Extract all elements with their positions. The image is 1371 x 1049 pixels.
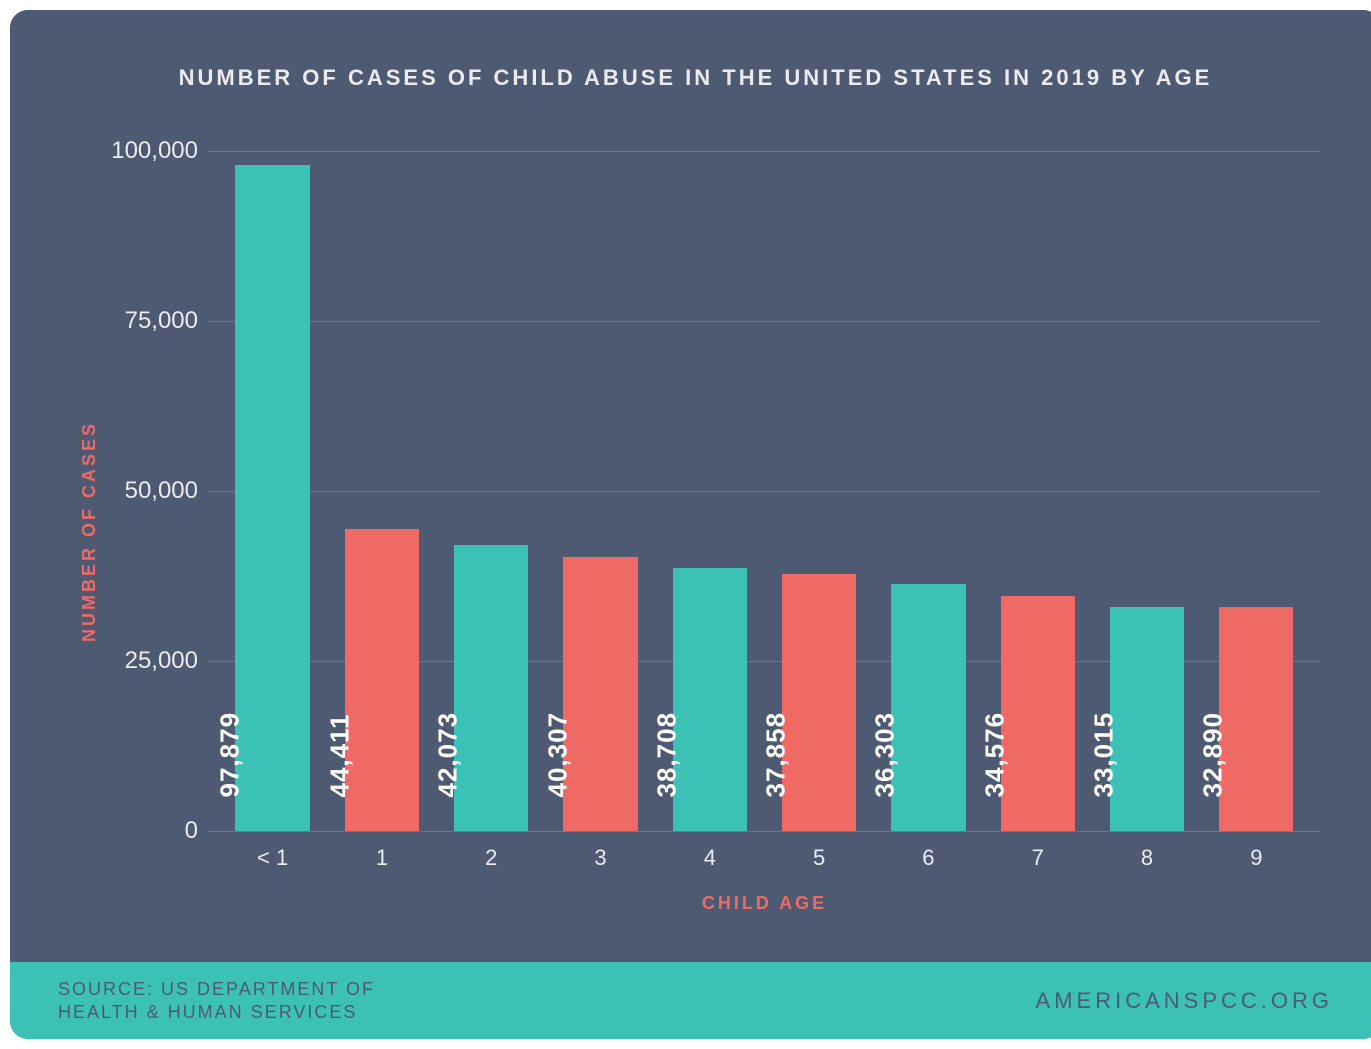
bar: 38,708	[673, 568, 747, 831]
bar-slot: 44,411	[327, 529, 436, 831]
y-axis-label: NUMBER OF CASES	[79, 420, 100, 641]
x-tick-label: 8	[1092, 831, 1201, 871]
bar-value-label: 42,073	[433, 712, 464, 798]
bar-slot: 38,708	[655, 568, 764, 831]
bar-value-label: 34,576	[979, 712, 1010, 798]
bars-container: 97,879 44,411 42,073 40,307 38,708 37,858 36,3…	[208, 151, 1321, 831]
x-tick-label: < 1	[218, 831, 327, 871]
bar-slot: 42,073	[437, 545, 546, 831]
chart-title: NUMBER OF CASES OF CHILD ABUSE IN THE UN…	[70, 65, 1321, 91]
source-line1: SOURCE: US DEPARTMENT OF	[58, 979, 375, 999]
bar: 36,303	[891, 584, 965, 831]
bar-slot: 36,303	[874, 584, 983, 831]
bar-value-label: 44,411	[324, 713, 355, 797]
bar-slot: 40,307	[546, 557, 655, 831]
source-text: SOURCE: US DEPARTMENT OF HEALTH & HUMAN …	[58, 978, 375, 1023]
bar-value-label: 40,307	[542, 712, 573, 798]
x-tick-label: 3	[546, 831, 655, 871]
bar: 40,307	[563, 557, 637, 831]
x-tick-label: 7	[983, 831, 1092, 871]
plot-wrap: NUMBER OF CASES 025,00050,00075,000100,0…	[70, 151, 1321, 911]
bar: 44,411	[345, 529, 419, 831]
x-ticks: < 1123456789	[208, 831, 1321, 871]
x-tick-label: 6	[874, 831, 983, 871]
y-tick-label: 75,000	[125, 307, 198, 335]
bar: 34,576	[1001, 596, 1075, 831]
bar: 42,073	[454, 545, 528, 831]
bar-slot: 34,576	[983, 596, 1092, 831]
x-tick-label: 9	[1202, 831, 1311, 871]
bar-slot: 37,858	[764, 574, 873, 831]
bar: 37,858	[782, 574, 856, 831]
bar-value-label: 33,015	[1089, 712, 1120, 798]
x-tick-label: 4	[655, 831, 764, 871]
source-line2: HEALTH & HUMAN SERVICES	[58, 1002, 357, 1022]
x-tick-label: 2	[437, 831, 546, 871]
bar: 33,015	[1110, 607, 1184, 832]
bar-value-label: 36,303	[870, 712, 901, 798]
x-tick-label: 1	[327, 831, 436, 871]
bar-slot: 32,890	[1202, 607, 1311, 831]
x-tick-label: 5	[764, 831, 873, 871]
footer-bar: SOURCE: US DEPARTMENT OF HEALTH & HUMAN …	[10, 962, 1371, 1039]
chart-main-area: NUMBER OF CASES OF CHILD ABUSE IN THE UN…	[10, 10, 1371, 962]
x-axis-label: CHILD AGE	[208, 893, 1321, 914]
bar-value-label: 37,858	[761, 712, 792, 798]
bar-value-label: 38,708	[652, 712, 683, 798]
bar-slot: 33,015	[1092, 607, 1201, 832]
plot-area: 97,879 44,411 42,073 40,307 38,708 37,858 36,3…	[208, 151, 1321, 931]
y-tick-label: 100,000	[111, 137, 198, 165]
y-tick-label: 0	[185, 817, 198, 845]
bar: 32,890	[1219, 607, 1293, 831]
bar: 97,879	[235, 165, 309, 831]
chart-card: NUMBER OF CASES OF CHILD ABUSE IN THE UN…	[10, 10, 1371, 1039]
bar-slot: 97,879	[218, 165, 327, 831]
bar-value-label: 97,879	[214, 712, 245, 798]
bar-value-label: 32,890	[1198, 712, 1229, 798]
ylabel-wrap: NUMBER OF CASES	[70, 151, 108, 911]
y-tick-label: 50,000	[125, 477, 198, 505]
y-ticks: 025,00050,00075,000100,000	[108, 151, 208, 831]
site-text: AMERICANSPCC.ORG	[1036, 988, 1333, 1014]
y-tick-label: 25,000	[125, 647, 198, 675]
